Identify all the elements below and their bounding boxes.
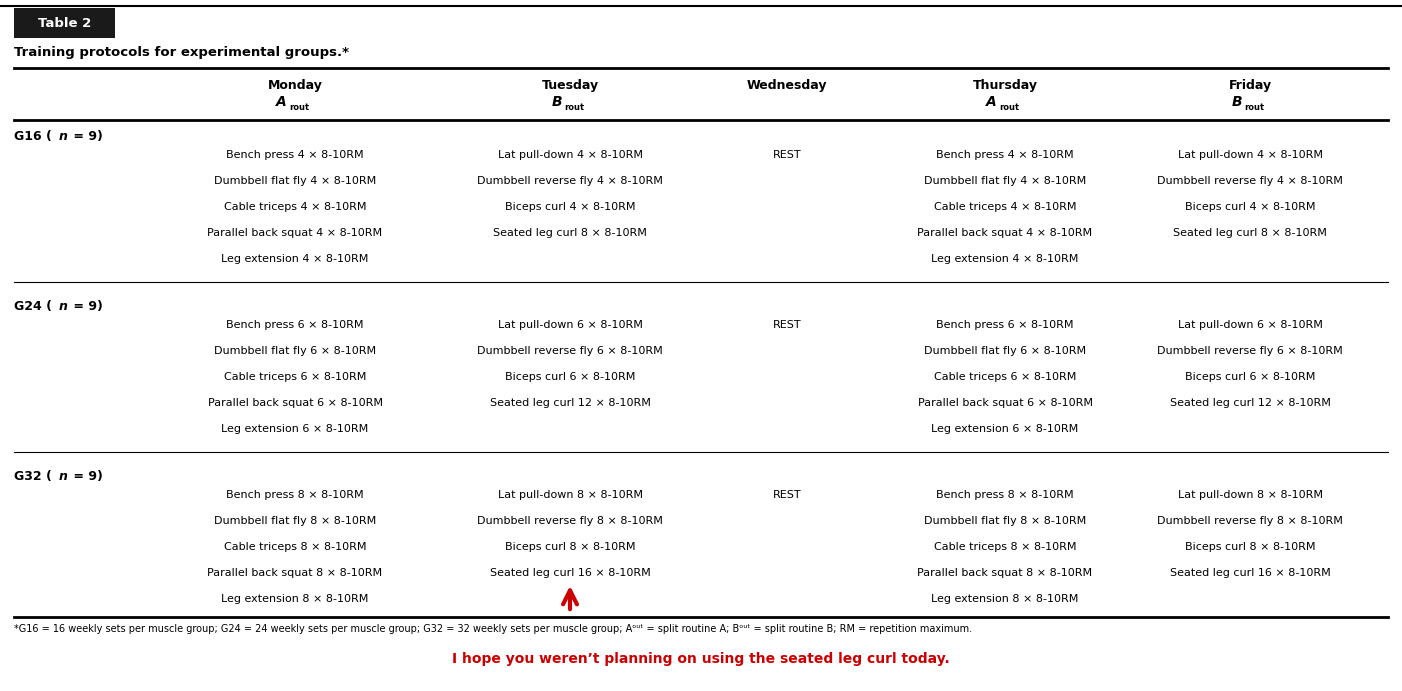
Text: Lat pull-down 4 × 8-10RM: Lat pull-down 4 × 8-10RM [1178, 150, 1322, 160]
Text: A: A [986, 95, 997, 109]
Text: Leg extension 4 × 8-10RM: Leg extension 4 × 8-10RM [931, 254, 1078, 264]
Text: Lat pull-down 6 × 8-10RM: Lat pull-down 6 × 8-10RM [1178, 320, 1322, 330]
Text: Seated leg curl 8 × 8-10RM: Seated leg curl 8 × 8-10RM [1173, 228, 1326, 238]
Text: Lat pull-down 8 × 8-10RM: Lat pull-down 8 × 8-10RM [498, 490, 642, 500]
Text: Cable triceps 6 × 8-10RM: Cable triceps 6 × 8-10RM [934, 372, 1077, 382]
Text: Parallel back squat 6 × 8-10RM: Parallel back squat 6 × 8-10RM [207, 398, 383, 408]
Text: Training protocols for experimental groups.*: Training protocols for experimental grou… [14, 46, 349, 59]
Text: REST: REST [773, 150, 802, 160]
Bar [14, 8, 115, 38]
Text: n: n [59, 300, 67, 313]
Text: Cable triceps 4 × 8-10RM: Cable triceps 4 × 8-10RM [224, 202, 366, 212]
Text: Thursday: Thursday [973, 79, 1037, 91]
Text: A: A [276, 95, 287, 109]
Text: Leg extension 8 × 8-10RM: Leg extension 8 × 8-10RM [931, 594, 1078, 604]
Text: Lat pull-down 6 × 8-10RM: Lat pull-down 6 × 8-10RM [498, 320, 642, 330]
Text: Monday: Monday [268, 79, 322, 91]
Text: Seated leg curl 16 × 8-10RM: Seated leg curl 16 × 8-10RM [1169, 568, 1330, 578]
Text: Dumbbell flat fly 6 × 8-10RM: Dumbbell flat fly 6 × 8-10RM [924, 346, 1087, 356]
Text: Friday: Friday [1228, 79, 1272, 91]
Text: rout: rout [1000, 103, 1019, 112]
Text: Dumbbell flat fly 4 × 8-10RM: Dumbbell flat fly 4 × 8-10RM [924, 176, 1087, 186]
Text: n: n [59, 470, 67, 483]
Text: Dumbbell flat fly 8 × 8-10RM: Dumbbell flat fly 8 × 8-10RM [924, 516, 1087, 526]
Text: Dumbbell flat fly 4 × 8-10RM: Dumbbell flat fly 4 × 8-10RM [215, 176, 376, 186]
Text: Dumbbell reverse fly 4 × 8-10RM: Dumbbell reverse fly 4 × 8-10RM [1157, 176, 1343, 186]
Text: = 9): = 9) [69, 300, 102, 313]
Text: Bench press 4 × 8-10RM: Bench press 4 × 8-10RM [937, 150, 1074, 160]
Text: Dumbbell reverse fly 6 × 8-10RM: Dumbbell reverse fly 6 × 8-10RM [477, 346, 663, 356]
Text: Seated leg curl 12 × 8-10RM: Seated leg curl 12 × 8-10RM [1169, 398, 1330, 408]
Text: Seated leg curl 12 × 8-10RM: Seated leg curl 12 × 8-10RM [489, 398, 651, 408]
Text: rout: rout [564, 103, 585, 112]
Text: Parallel back squat 8 × 8-10RM: Parallel back squat 8 × 8-10RM [207, 568, 383, 578]
Text: Parallel back squat 6 × 8-10RM: Parallel back squat 6 × 8-10RM [917, 398, 1092, 408]
Text: Lat pull-down 4 × 8-10RM: Lat pull-down 4 × 8-10RM [498, 150, 642, 160]
Text: Leg extension 8 × 8-10RM: Leg extension 8 × 8-10RM [222, 594, 369, 604]
Text: Seated leg curl 16 × 8-10RM: Seated leg curl 16 × 8-10RM [489, 568, 651, 578]
Text: Cable triceps 6 × 8-10RM: Cable triceps 6 × 8-10RM [224, 372, 366, 382]
Text: *G16 = 16 weekly sets per muscle group; G24 = 24 weekly sets per muscle group; G: *G16 = 16 weekly sets per muscle group; … [14, 624, 972, 634]
Text: Bench press 6 × 8-10RM: Bench press 6 × 8-10RM [937, 320, 1074, 330]
Text: rout: rout [289, 103, 308, 112]
Text: B: B [551, 95, 562, 109]
Text: Parallel back squat 4 × 8-10RM: Parallel back squat 4 × 8-10RM [917, 228, 1092, 238]
Text: B: B [1231, 95, 1242, 109]
Text: Biceps curl 4 × 8-10RM: Biceps curl 4 × 8-10RM [1185, 202, 1315, 212]
Text: Dumbbell flat fly 6 × 8-10RM: Dumbbell flat fly 6 × 8-10RM [215, 346, 376, 356]
Text: G16 (: G16 ( [14, 130, 52, 143]
Text: REST: REST [773, 320, 802, 330]
Text: G24 (: G24 ( [14, 300, 52, 313]
Text: Bench press 8 × 8-10RM: Bench press 8 × 8-10RM [226, 490, 363, 500]
Text: Cable triceps 8 × 8-10RM: Cable triceps 8 × 8-10RM [224, 542, 366, 552]
Text: Wednesday: Wednesday [747, 79, 827, 91]
Text: Table 2: Table 2 [38, 17, 91, 30]
Text: Biceps curl 8 × 8-10RM: Biceps curl 8 × 8-10RM [1185, 542, 1315, 552]
Text: Leg extension 6 × 8-10RM: Leg extension 6 × 8-10RM [931, 424, 1078, 434]
Text: Lat pull-down 8 × 8-10RM: Lat pull-down 8 × 8-10RM [1178, 490, 1322, 500]
Text: REST: REST [773, 490, 802, 500]
Text: Biceps curl 8 × 8-10RM: Biceps curl 8 × 8-10RM [505, 542, 635, 552]
Text: Parallel back squat 8 × 8-10RM: Parallel back squat 8 × 8-10RM [917, 568, 1092, 578]
Text: = 9): = 9) [69, 470, 102, 483]
Text: = 9): = 9) [69, 130, 102, 143]
Text: Tuesday: Tuesday [541, 79, 599, 91]
Text: Dumbbell reverse fly 8 × 8-10RM: Dumbbell reverse fly 8 × 8-10RM [1157, 516, 1343, 526]
Text: Bench press 6 × 8-10RM: Bench press 6 × 8-10RM [226, 320, 363, 330]
Text: Dumbbell reverse fly 4 × 8-10RM: Dumbbell reverse fly 4 × 8-10RM [477, 176, 663, 186]
Text: Bench press 4 × 8-10RM: Bench press 4 × 8-10RM [226, 150, 363, 160]
Text: Bench press 8 × 8-10RM: Bench press 8 × 8-10RM [937, 490, 1074, 500]
Text: I hope you weren’t planning on using the seated leg curl today.: I hope you weren’t planning on using the… [451, 652, 951, 666]
Text: Seated leg curl 8 × 8-10RM: Seated leg curl 8 × 8-10RM [494, 228, 646, 238]
Text: Biceps curl 6 × 8-10RM: Biceps curl 6 × 8-10RM [505, 372, 635, 382]
Text: Biceps curl 4 × 8-10RM: Biceps curl 4 × 8-10RM [505, 202, 635, 212]
Text: G32 (: G32 ( [14, 470, 52, 483]
Text: Leg extension 6 × 8-10RM: Leg extension 6 × 8-10RM [222, 424, 369, 434]
Text: n: n [59, 130, 67, 143]
Text: rout: rout [1244, 103, 1265, 112]
Text: Cable triceps 4 × 8-10RM: Cable triceps 4 × 8-10RM [934, 202, 1077, 212]
Text: Dumbbell reverse fly 8 × 8-10RM: Dumbbell reverse fly 8 × 8-10RM [477, 516, 663, 526]
Text: Dumbbell reverse fly 6 × 8-10RM: Dumbbell reverse fly 6 × 8-10RM [1157, 346, 1343, 356]
Text: Dumbbell flat fly 8 × 8-10RM: Dumbbell flat fly 8 × 8-10RM [215, 516, 376, 526]
Text: Biceps curl 6 × 8-10RM: Biceps curl 6 × 8-10RM [1185, 372, 1315, 382]
Text: Cable triceps 8 × 8-10RM: Cable triceps 8 × 8-10RM [934, 542, 1077, 552]
Text: Leg extension 4 × 8-10RM: Leg extension 4 × 8-10RM [222, 254, 369, 264]
Text: Parallel back squat 4 × 8-10RM: Parallel back squat 4 × 8-10RM [207, 228, 383, 238]
